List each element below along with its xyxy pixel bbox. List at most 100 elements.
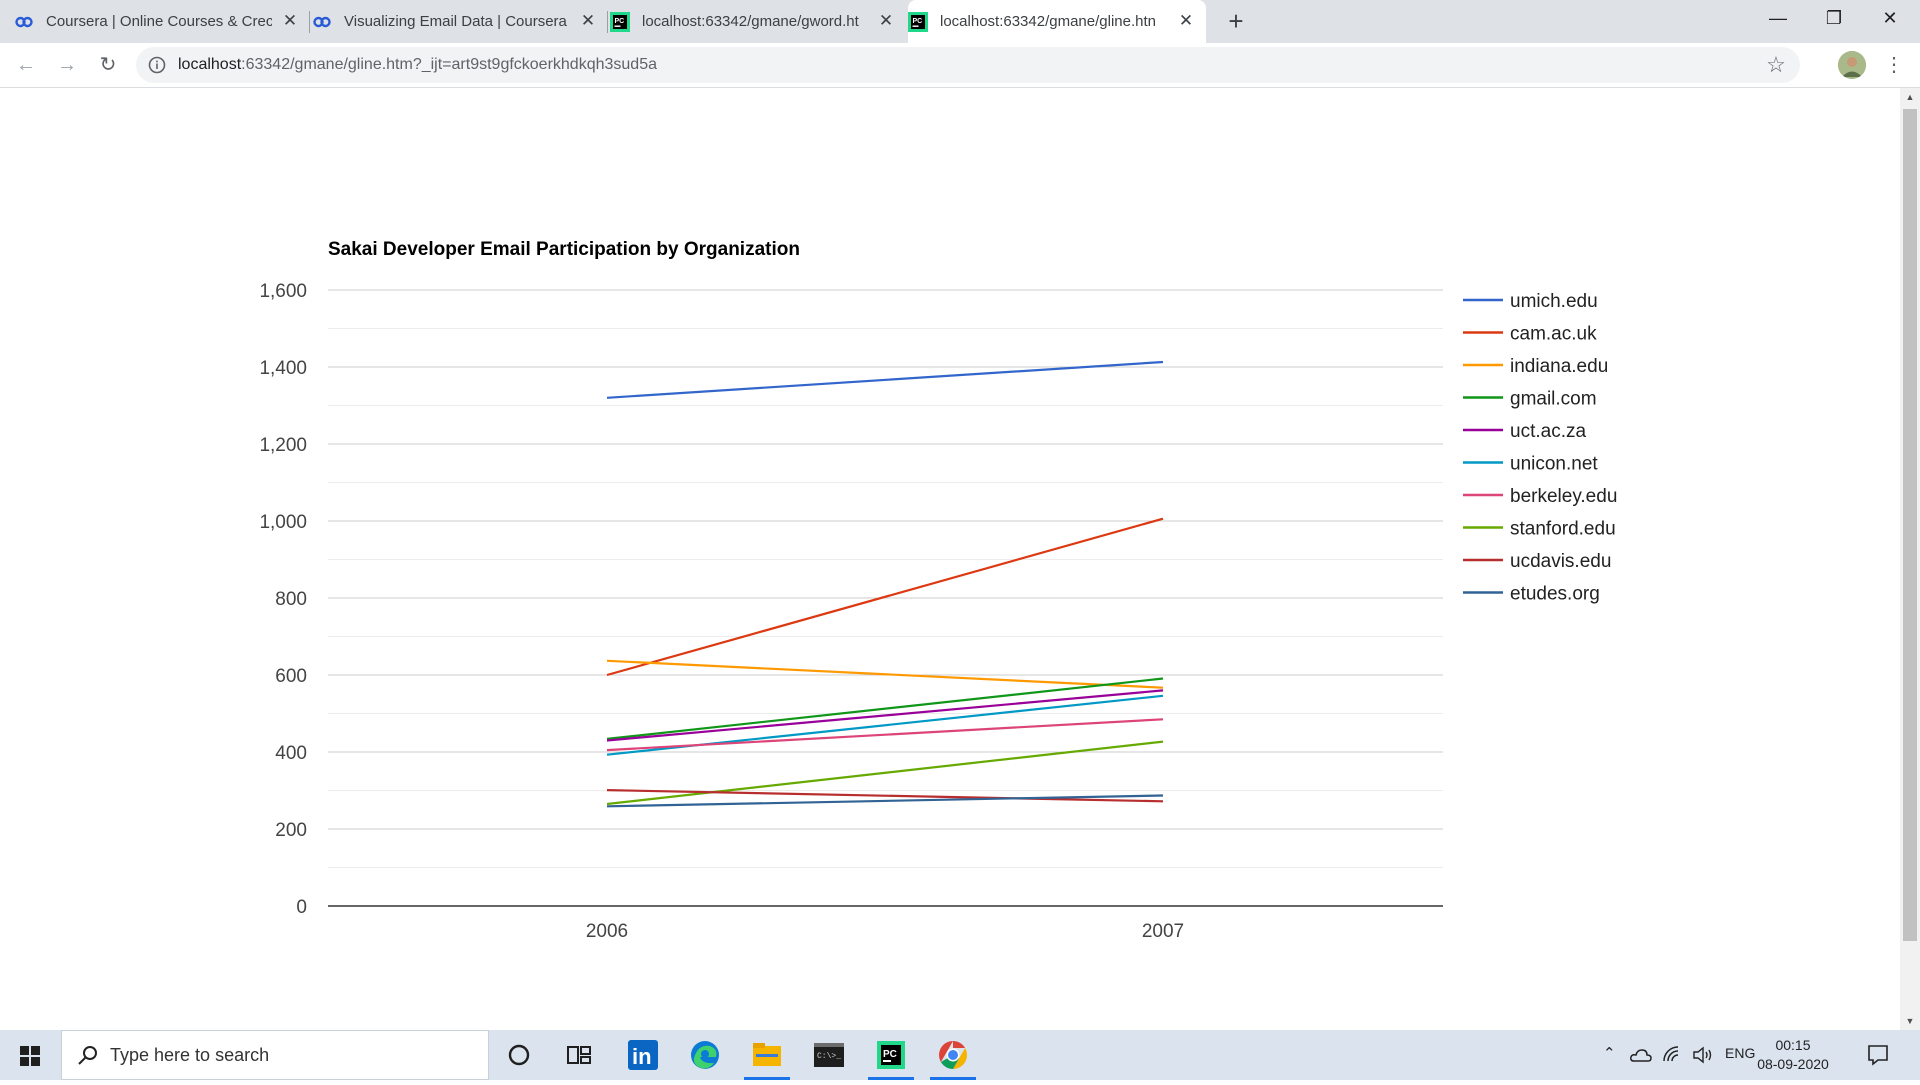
profile-avatar[interactable]	[1838, 51, 1866, 79]
legend-label[interactable]: etudes.org	[1510, 584, 1600, 605]
linkedin-icon: in	[628, 1040, 658, 1070]
onedrive-icon[interactable]	[1630, 1046, 1652, 1064]
tab-gline-active[interactable]: PC localhost:63342/gmane/gline.htn ✕	[908, 0, 1206, 43]
windows-taskbar: Type here to search in C:\>_ PC ⌃ ENG	[0, 1030, 1920, 1080]
legend-label[interactable]: umich.edu	[1510, 291, 1598, 312]
series-line-umich-edu[interactable]	[606, 360, 1164, 399]
close-tab-icon[interactable]: ✕	[580, 11, 596, 30]
clock-date: 08-09-2020	[1757, 1056, 1829, 1072]
legend-label[interactable]: indiana.edu	[1510, 356, 1608, 377]
url-path: :63342/gmane/gline.htm?_ijt=art9st9gfcko…	[241, 56, 657, 73]
y-tick-label: 600	[275, 666, 307, 687]
close-tab-icon[interactable]: ✕	[1178, 11, 1194, 30]
file-explorer-button[interactable]	[738, 1030, 796, 1080]
system-clock[interactable]: 00:15 08-09-2020	[1748, 1036, 1838, 1074]
close-tab-icon[interactable]: ✕	[282, 11, 298, 30]
chart-axes: 0 200 400 600 800 1,000 1,200 1,400 1,600 2006 200…	[259, 281, 1443, 942]
search-placeholder: Type here to search	[110, 1045, 270, 1065]
legend-label[interactable]: berkeley.edu	[1510, 486, 1617, 507]
forward-button[interactable]: →	[57, 54, 77, 76]
legend-label[interactable]: ucdavis.edu	[1510, 551, 1611, 572]
scroll-up-arrow-icon[interactable]: ▲	[1905, 92, 1915, 102]
series-line-gmail-com[interactable]	[606, 677, 1164, 740]
svg-text:C:\>_: C:\>_	[817, 1052, 841, 1061]
show-hidden-icons-icon[interactable]: ⌃	[1603, 1045, 1616, 1062]
chart-gridlines	[328, 289, 1443, 868]
url-text[interactable]: localhost:63342/gmane/gline.htm?_ijt=art…	[178, 56, 657, 74]
language-indicator[interactable]: ENG	[1725, 1045, 1756, 1061]
series-line-ucdavis-edu[interactable]	[606, 789, 1164, 803]
line-chart: Sakai Developer Email Participation by O…	[259, 239, 1617, 942]
pycharm-icon: PC	[877, 1041, 905, 1069]
y-tick-label: 1,200	[259, 435, 307, 456]
series-line-cam-ac-uk[interactable]	[606, 517, 1164, 677]
pycharm-button[interactable]: PC	[862, 1030, 920, 1080]
address-bar[interactable]: localhost:63342/gmane/gline.htm?_ijt=art…	[136, 47, 1800, 83]
svg-text:PC: PC	[883, 1049, 897, 1060]
taskbar-search-box[interactable]: Type here to search	[61, 1030, 489, 1080]
browser-toolbar: ← → ↻ localhost:63342/gmane/gline.htm?_i…	[0, 43, 1920, 88]
svg-text:in: in	[632, 1044, 652, 1069]
chrome-button[interactable]	[924, 1030, 982, 1080]
back-button[interactable]: ←	[16, 54, 36, 76]
x-tick-label: 2006	[586, 921, 628, 942]
pycharm-icon: PC	[610, 11, 630, 32]
scrollbar-thumb[interactable]	[1903, 109, 1917, 941]
close-window-button[interactable]: ✕	[1882, 8, 1898, 28]
edge-button[interactable]	[676, 1030, 734, 1080]
legend-label[interactable]: unicon.net	[1510, 454, 1598, 475]
chart-title: Sakai Developer Email Participation by O…	[328, 239, 800, 260]
linkedin-button[interactable]: in	[614, 1030, 672, 1080]
y-tick-label: 200	[275, 820, 307, 841]
task-view-button[interactable]	[550, 1030, 608, 1080]
browser-menu-icon[interactable]: ⋮	[1884, 54, 1904, 76]
y-tick-label: 0	[296, 897, 307, 918]
tab-separator	[309, 11, 310, 33]
start-button[interactable]	[0, 1030, 60, 1080]
scroll-down-arrow-icon[interactable]: ▼	[1905, 1016, 1915, 1026]
series-line-etudes-org[interactable]	[606, 794, 1164, 808]
bookmark-star-icon[interactable]: ☆	[1766, 52, 1786, 77]
y-tick-label: 1,600	[259, 281, 307, 302]
series-line-berkeley-edu[interactable]	[606, 718, 1164, 752]
reload-button[interactable]: ↻	[99, 54, 117, 76]
pycharm-icon: PC	[908, 11, 928, 32]
y-tick-label: 800	[275, 589, 307, 610]
restore-button[interactable]: ❐	[1825, 8, 1843, 28]
task-view-icon	[567, 1046, 591, 1064]
edge-icon	[691, 1041, 719, 1069]
y-tick-label: 1,400	[259, 358, 307, 379]
search-icon	[78, 1046, 97, 1065]
file-explorer-icon	[753, 1043, 781, 1066]
info-icon[interactable]	[148, 56, 166, 74]
legend-label[interactable]: uct.ac.za	[1510, 421, 1586, 442]
legend-label[interactable]: gmail.com	[1510, 389, 1597, 410]
series-line-indiana-edu[interactable]	[606, 659, 1164, 689]
legend-label[interactable]: cam.ac.uk	[1510, 324, 1597, 345]
url-host: localhost	[178, 56, 242, 73]
coursera-icon	[15, 16, 33, 27]
volume-icon[interactable]	[1692, 1045, 1714, 1065]
minimize-button[interactable]: —	[1769, 8, 1787, 28]
notifications-icon[interactable]	[1866, 1043, 1890, 1067]
terminal-button[interactable]: C:\>_	[800, 1030, 858, 1080]
tab-visualizing-email-data[interactable]: Visualizing Email Data | Coursera ✕	[312, 0, 608, 43]
wifi-icon[interactable]	[1662, 1045, 1682, 1065]
series-line-uct-ac-za[interactable]	[606, 689, 1164, 742]
series-line-stanford-edu[interactable]	[606, 740, 1164, 806]
svg-text:PC: PC	[913, 18, 923, 25]
clock-time: 00:15	[1775, 1037, 1811, 1053]
chart-legend: umich.edu cam.ac.uk indiana.edu gmail.com uc…	[1463, 291, 1617, 605]
cortana-button[interactable]	[490, 1030, 548, 1080]
browser-tab-strip: Coursera | Online Courses & Crec ✕ Visua…	[0, 0, 1920, 43]
chart-series	[606, 360, 1164, 808]
tab-separator	[607, 11, 608, 33]
tab-gword[interactable]: PC localhost:63342/gmane/gword.ht ✕	[610, 0, 906, 43]
tab-coursera[interactable]: Coursera | Online Courses & Crec ✕	[14, 0, 310, 43]
page-scrollbar[interactable]: ▲ ▼	[1900, 88, 1920, 1030]
new-tab-button[interactable]: +	[1228, 6, 1244, 36]
windows-logo-icon	[20, 1046, 40, 1066]
close-tab-icon[interactable]: ✕	[878, 11, 894, 30]
legend-label[interactable]: stanford.edu	[1510, 519, 1616, 540]
tab-title: Coursera | Online Courses & Crec	[46, 13, 272, 30]
